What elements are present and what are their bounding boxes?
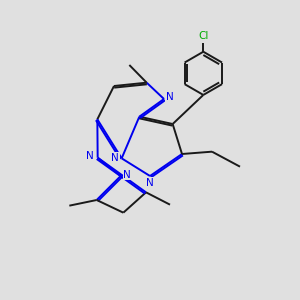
Text: Cl: Cl — [198, 31, 208, 41]
Text: N: N — [146, 178, 154, 188]
Text: N: N — [123, 169, 131, 179]
Text: N: N — [111, 153, 119, 163]
Text: N: N — [166, 92, 174, 103]
Text: N: N — [86, 151, 94, 161]
